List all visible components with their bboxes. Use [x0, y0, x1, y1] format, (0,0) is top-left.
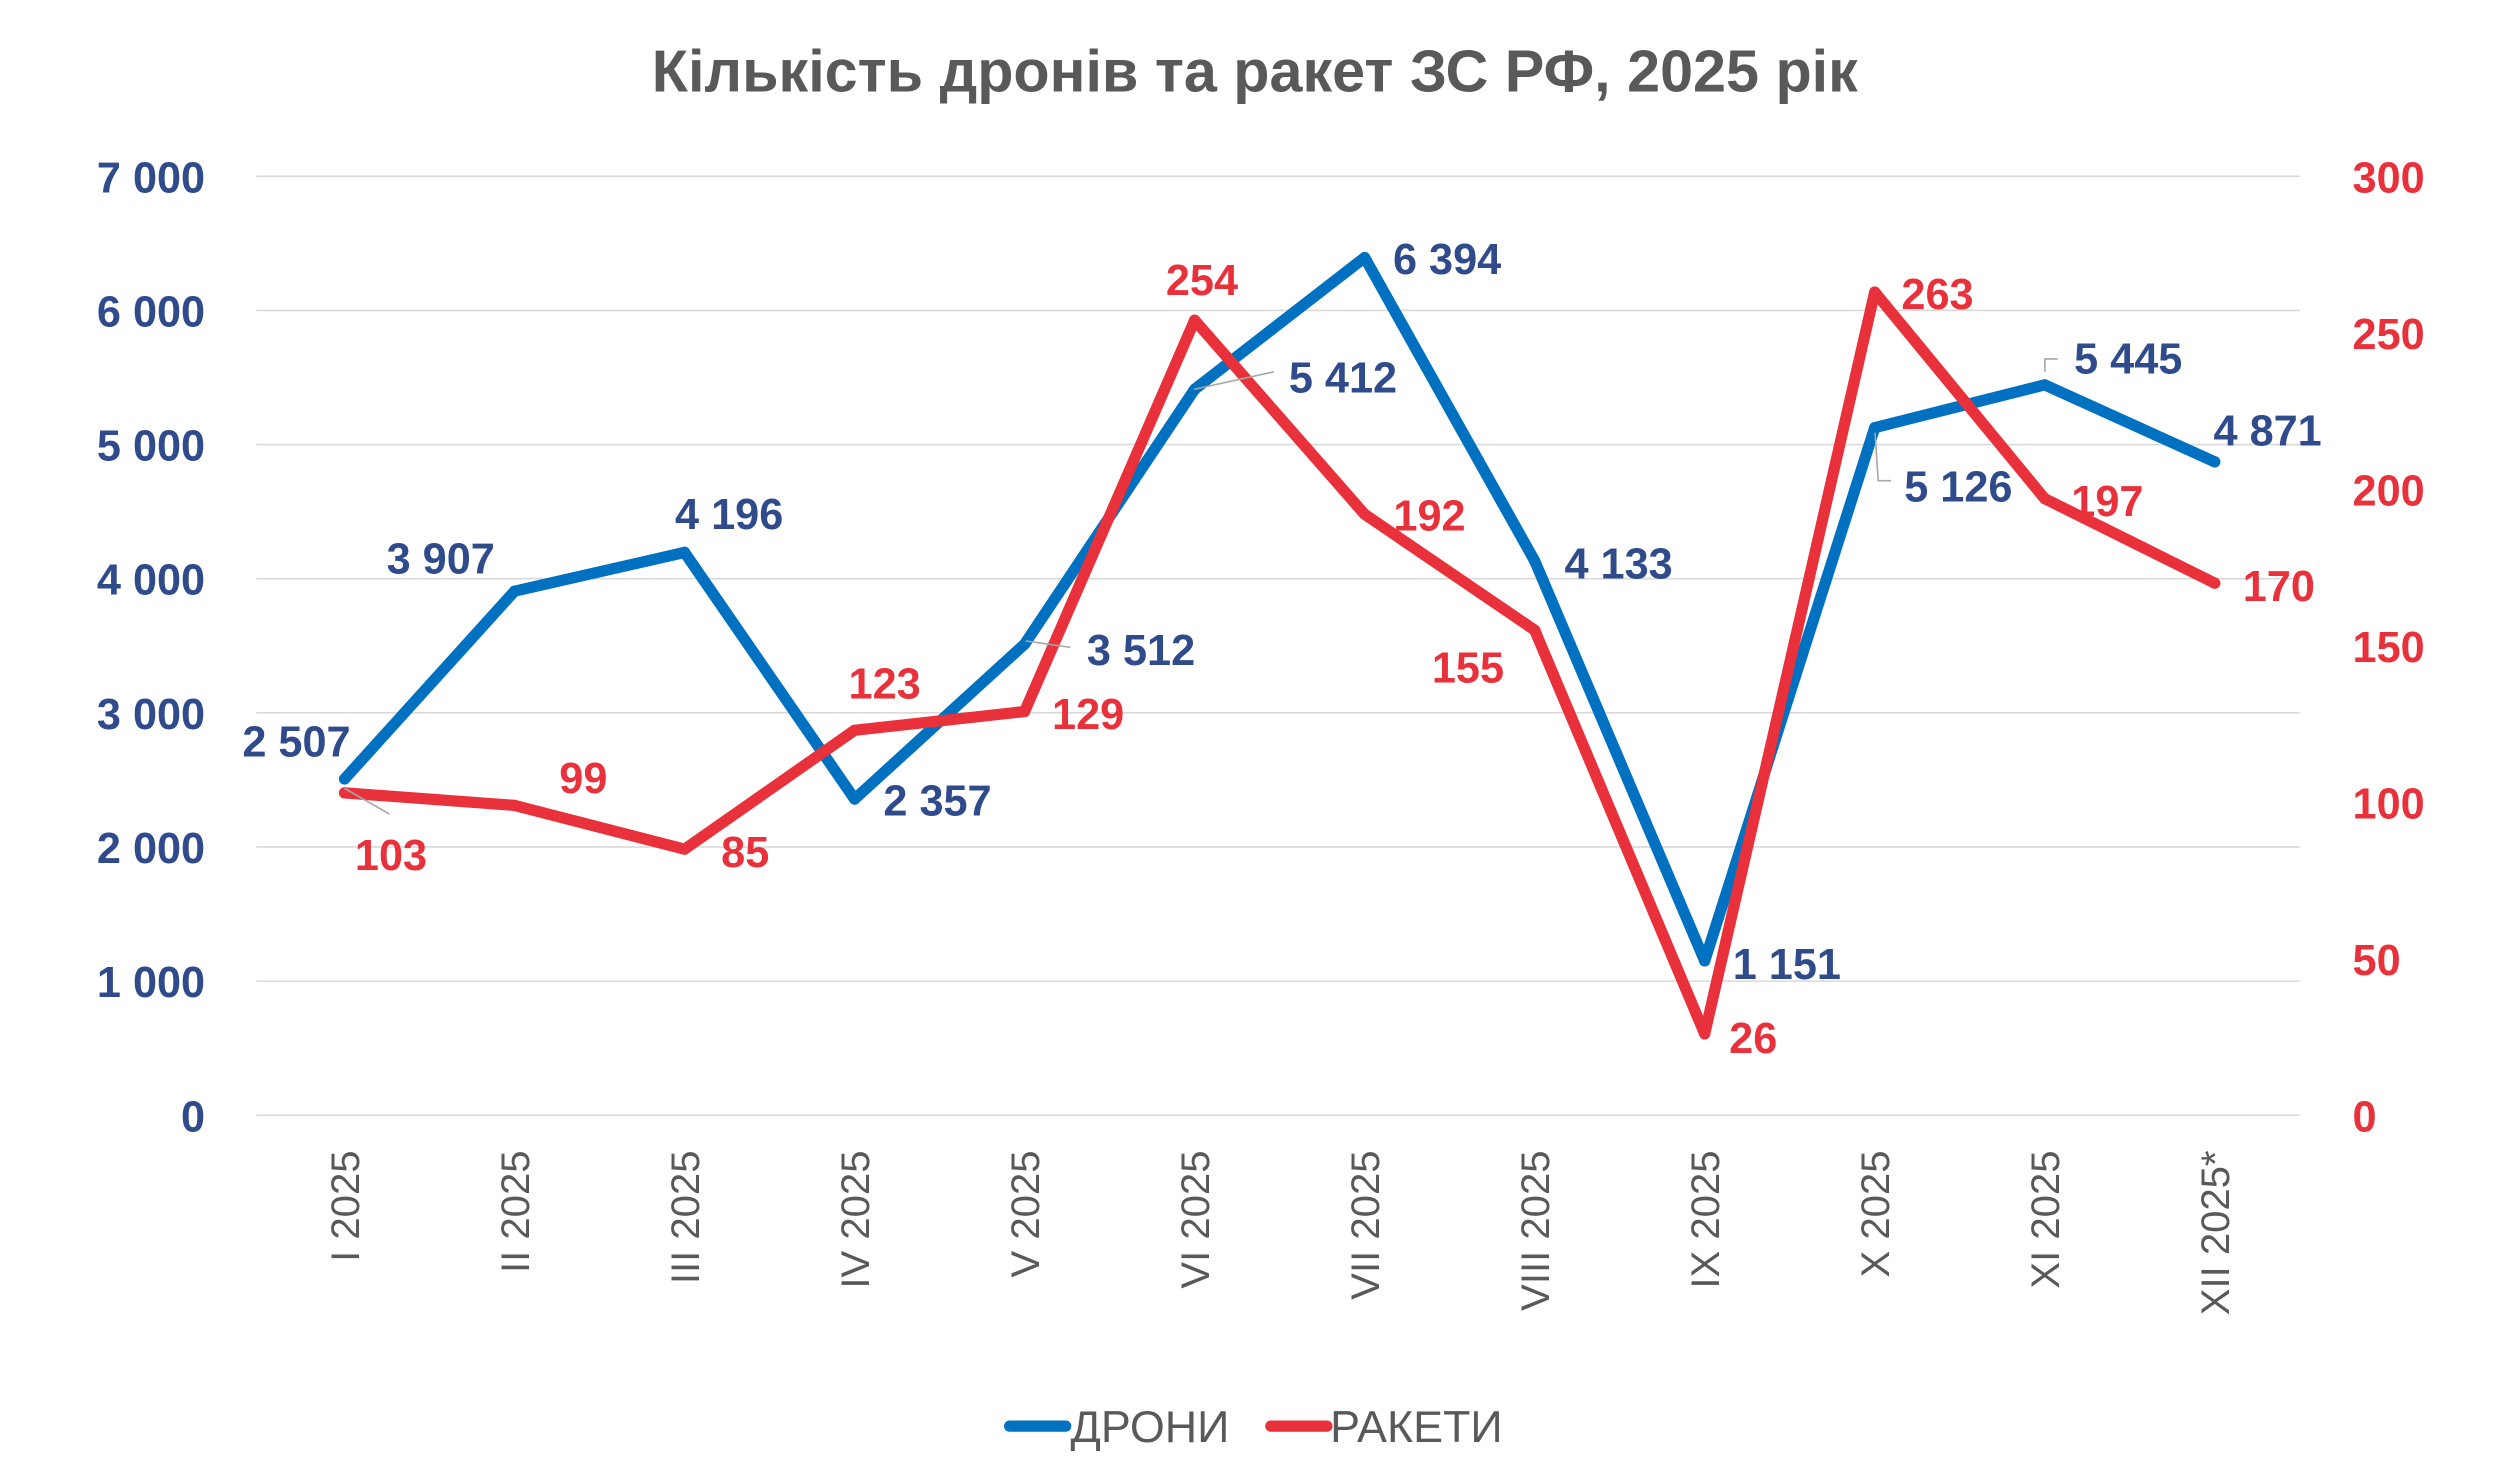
data-point: [1529, 624, 1541, 636]
data-label: 85: [721, 829, 769, 877]
x-tick-label: I 2025: [324, 1151, 368, 1262]
x-tick-label: XII 2025*: [2194, 1151, 2238, 1316]
y-right-tick-label: 300: [2353, 154, 2425, 202]
data-point: [1529, 555, 1541, 567]
data-label: 2 507: [242, 718, 350, 766]
y-right-tick-label: 150: [2353, 624, 2425, 672]
data-point: [1869, 286, 1881, 298]
legend: ДРОНИ РАКЕТИ: [1004, 1401, 1503, 1452]
data-label: 170: [2243, 563, 2315, 611]
x-tick-label: V 2025: [1004, 1151, 1048, 1278]
x-tick-label: II 2025: [494, 1151, 538, 1273]
data-point: [2209, 456, 2221, 468]
data-label: 254: [1166, 257, 1238, 305]
data-point: [1699, 1028, 1711, 1040]
legend-label: ДРОНИ: [1071, 1401, 1230, 1452]
x-tick-label: XI 2025: [2024, 1151, 2068, 1289]
data-label: 103: [355, 832, 427, 880]
data-label: 4 196: [675, 491, 783, 539]
data-label: 123: [849, 661, 921, 709]
data-label: 263: [1901, 271, 1973, 319]
chart-title: Кількість дронів та ракет ЗС РФ, 2025 рі…: [652, 37, 1858, 104]
x-tick-label: X 2025: [1854, 1151, 1898, 1278]
y-left-tick-label: 6 000: [97, 288, 205, 336]
leader-line: [1874, 432, 1892, 482]
x-tick-label: IX 2025: [1684, 1151, 1728, 1289]
data-label: 192: [1393, 492, 1465, 540]
data-label: 2 357: [883, 778, 991, 826]
y-right-tick-label: 0: [2353, 1093, 2377, 1141]
y-left-tick-label: 2 000: [97, 825, 205, 873]
y-left-tick-label: 3 000: [97, 691, 205, 739]
legend-label: РАКЕТИ: [1330, 1401, 1503, 1452]
data-point: [848, 724, 861, 736]
y-left-tick-label: 4 000: [97, 557, 205, 605]
data-label: 155: [1432, 645, 1504, 693]
y-right-tick-label: 50: [2353, 937, 2401, 985]
x-tick-label: VIII 2025: [1514, 1151, 1558, 1311]
y-left-tick-label: 7 000: [97, 154, 205, 202]
data-point: [1869, 422, 1881, 434]
data-label: 4 133: [1564, 540, 1672, 588]
x-tick-label: VII 2025: [1344, 1151, 1388, 1300]
data-point: [848, 793, 861, 805]
data-label: 1 151: [1733, 941, 1841, 989]
data-point: [2039, 493, 2051, 505]
y-left-tick-label: 0: [181, 1093, 205, 1141]
data-label: 26: [1729, 1015, 1777, 1063]
data-label: 5 412: [1289, 355, 1397, 403]
data-label: 99: [559, 755, 607, 803]
data-point: [338, 773, 351, 785]
y-left-tick-label: 1 000: [97, 959, 205, 1007]
leader-line: [2044, 358, 2058, 372]
data-label: 3 907: [387, 536, 495, 584]
data-point: [1359, 508, 1371, 520]
data-point: [508, 585, 521, 597]
y-right-tick-label: 250: [2353, 311, 2425, 359]
data-point: [1019, 705, 1031, 718]
data-point: [2039, 379, 2051, 391]
data-label: 5 445: [2074, 335, 2182, 383]
leader-line: [1193, 370, 1275, 391]
data-point: [1359, 251, 1371, 264]
data-point: [1019, 638, 1031, 650]
data-point: [678, 843, 691, 855]
series-line-drones: [338, 251, 2221, 967]
data-label: 5 126: [1904, 464, 2012, 512]
data-label: 129: [1052, 691, 1124, 739]
data-label: 6 394: [1393, 236, 1501, 284]
x-tick-label: III 2025: [664, 1151, 708, 1285]
data-point: [1699, 955, 1711, 967]
data-point: [678, 546, 691, 559]
leader-line: [1025, 640, 1071, 649]
data-point: [1189, 314, 1201, 326]
y-right-tick-label: 100: [2353, 780, 2425, 828]
data-label: 3 512: [1087, 627, 1195, 675]
x-tick-label: IV 2025: [834, 1151, 878, 1289]
data-label: 197: [2071, 478, 2143, 526]
data-label: 4 871: [2214, 407, 2322, 455]
series-line-rockets: [338, 286, 2221, 1040]
leader-line: [344, 787, 390, 815]
x-tick-label: VI 2025: [1174, 1151, 1218, 1289]
y-left-tick-label: 5 000: [97, 423, 205, 471]
y-right-tick-label: 200: [2353, 467, 2425, 515]
data-point: [2209, 577, 2221, 589]
data-point: [508, 799, 521, 811]
